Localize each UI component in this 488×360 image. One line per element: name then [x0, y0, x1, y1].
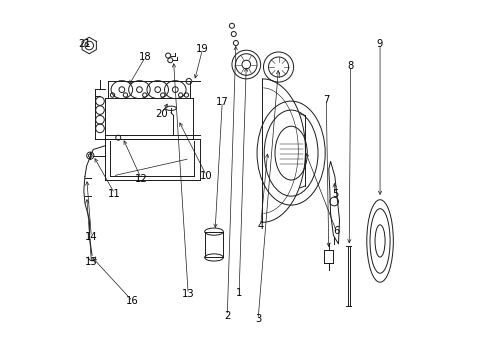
Text: 16: 16	[126, 296, 139, 306]
Text: 13: 13	[182, 289, 194, 299]
Text: 2: 2	[224, 311, 230, 320]
Text: 20: 20	[155, 109, 167, 119]
Text: 11: 11	[108, 189, 121, 199]
Text: 19: 19	[196, 44, 208, 54]
Text: 12: 12	[135, 174, 148, 184]
Text: 21: 21	[78, 40, 90, 49]
Text: 3: 3	[254, 314, 261, 324]
Text: 9: 9	[376, 40, 383, 49]
Text: 4: 4	[257, 221, 263, 231]
Text: 6: 6	[332, 226, 339, 236]
Text: 1: 1	[235, 288, 242, 298]
Text: 15: 15	[85, 257, 98, 267]
Text: 5: 5	[331, 189, 338, 199]
Text: 7: 7	[323, 95, 329, 105]
Text: 17: 17	[215, 97, 228, 107]
Text: 14: 14	[85, 232, 98, 242]
Text: 8: 8	[347, 61, 353, 71]
Text: 10: 10	[200, 171, 212, 181]
Text: 18: 18	[139, 52, 151, 62]
